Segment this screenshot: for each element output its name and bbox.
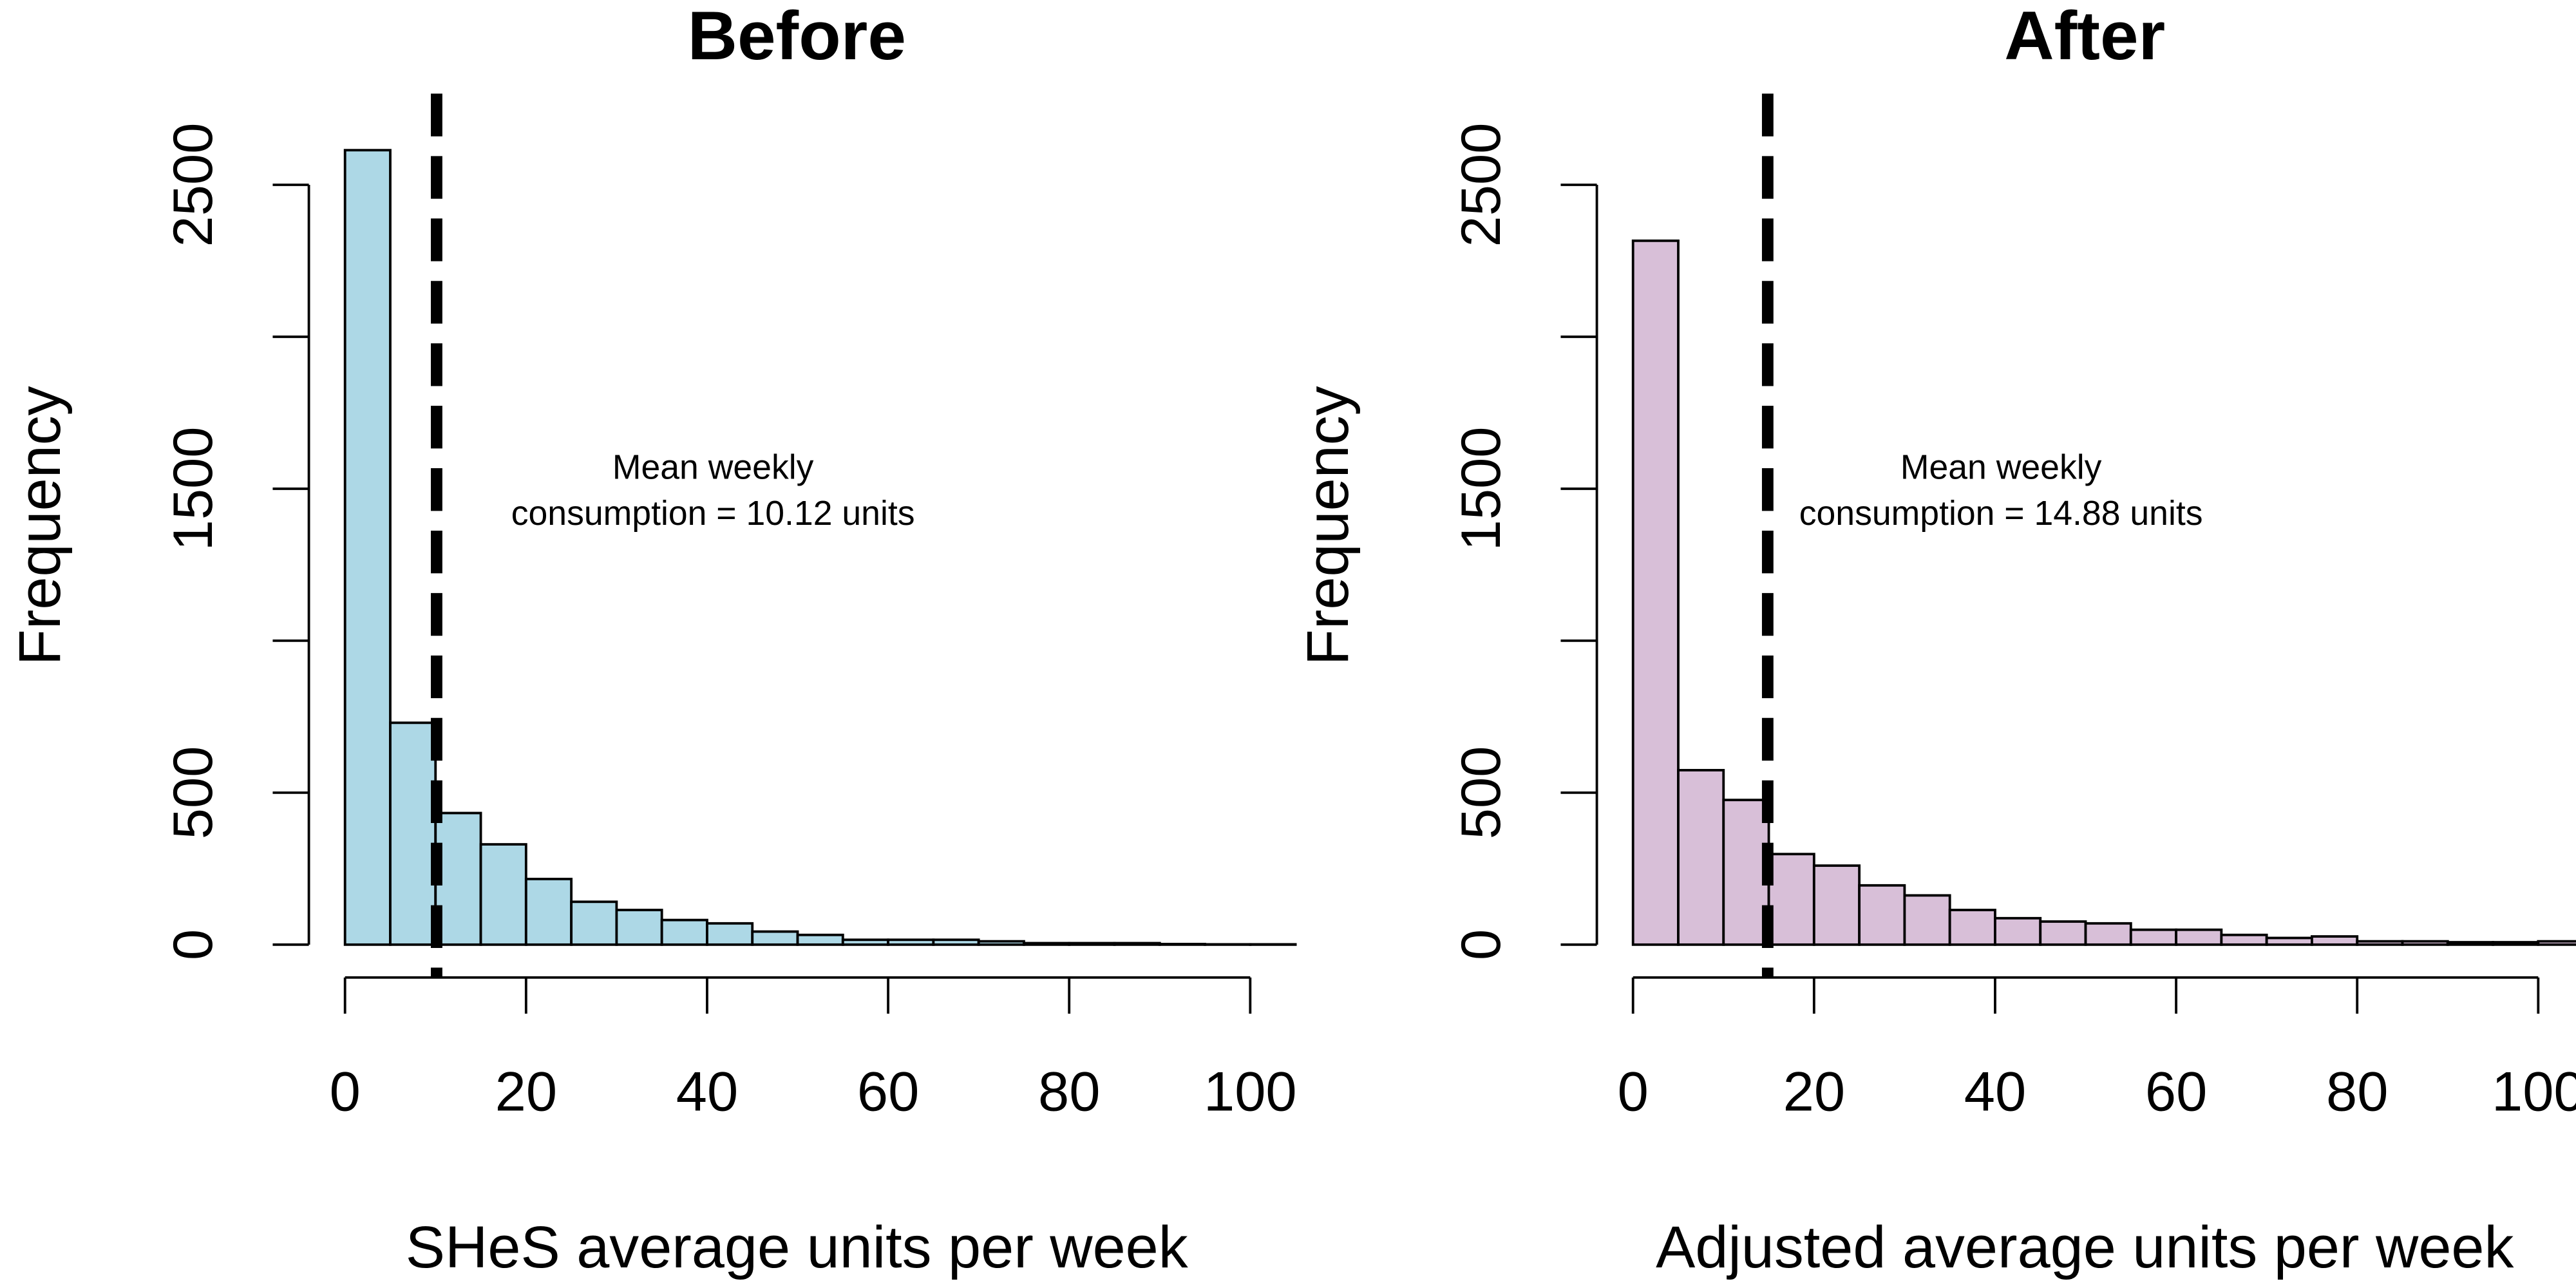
x-tick-label: 60 <box>857 1060 919 1122</box>
bar <box>2175 928 2223 946</box>
x-tick-label: 40 <box>1964 1060 2026 1122</box>
bar <box>841 938 889 946</box>
chart-title: After <box>2004 0 2165 74</box>
annotation: Mean weekly <box>612 449 814 487</box>
bar <box>1903 894 1951 946</box>
bar <box>977 940 1025 946</box>
bar <box>2401 940 2449 946</box>
bar <box>1631 239 1680 946</box>
bar <box>1113 942 1161 946</box>
y-tick-label: 500 <box>162 746 224 840</box>
x-axis-label: SHeS average units per week <box>406 1215 1189 1280</box>
x-tick-label: 100 <box>2492 1060 2576 1122</box>
bar <box>1858 884 1906 946</box>
x-tick-label: 0 <box>330 1060 361 1122</box>
bar <box>1677 769 1725 946</box>
annotation: consumption = 14.88 units <box>1799 495 2203 533</box>
x-tick-label: 20 <box>495 1060 557 1122</box>
y-tick-label: 500 <box>1450 746 1512 840</box>
y-tick-label: 1500 <box>162 426 224 551</box>
bar <box>2356 940 2404 946</box>
x-tick-label: 40 <box>676 1060 738 1122</box>
bar <box>343 149 392 946</box>
bar <box>706 922 754 946</box>
bar <box>660 918 708 946</box>
x-tick-label: 0 <box>1618 1060 1649 1122</box>
bar <box>2446 941 2494 946</box>
chart-title: Before <box>688 0 906 74</box>
bar <box>1068 942 1116 946</box>
bar <box>2220 933 2268 946</box>
y-tick-label: 0 <box>1450 929 1512 960</box>
y-axis-label: Frequency <box>7 386 73 665</box>
bar <box>479 843 527 946</box>
bar <box>932 938 980 946</box>
bar <box>2084 922 2132 946</box>
bar <box>2129 928 2177 946</box>
annotation: Mean weekly <box>1900 449 2102 487</box>
bar <box>887 938 935 946</box>
bar <box>1812 864 1861 946</box>
bar <box>2265 936 2313 946</box>
x-tick-label: 20 <box>1783 1060 1845 1122</box>
y-tick-label: 2500 <box>1450 123 1512 247</box>
x-axis-label: Adjusted average units per week <box>1656 1215 2514 1280</box>
bar <box>2492 941 2540 946</box>
bar <box>615 909 663 946</box>
annotation: consumption = 10.12 units <box>511 495 915 533</box>
x-tick-label: 100 <box>1204 1060 1297 1122</box>
x-tick-label: 80 <box>2326 1060 2388 1122</box>
bar <box>2039 920 2087 946</box>
bar <box>1948 909 1996 946</box>
bar <box>1994 916 2042 946</box>
y-tick-label: 2500 <box>162 123 224 247</box>
bar <box>1158 942 1206 946</box>
bar <box>2537 940 2576 946</box>
y-tick-label: 1500 <box>1450 426 1512 551</box>
bar <box>389 721 437 946</box>
bar <box>1767 853 1815 946</box>
bar <box>796 933 844 946</box>
bar <box>524 877 573 946</box>
bar <box>751 930 799 946</box>
y-tick-label: 0 <box>162 929 224 960</box>
bar <box>570 900 618 946</box>
bar <box>1023 942 1071 946</box>
x-tick-label: 80 <box>1038 1060 1100 1122</box>
x-tick-label: 60 <box>2145 1060 2207 1122</box>
bar <box>1722 799 1770 946</box>
bar <box>2311 935 2359 946</box>
y-axis-label: Frequency <box>1295 386 1361 665</box>
